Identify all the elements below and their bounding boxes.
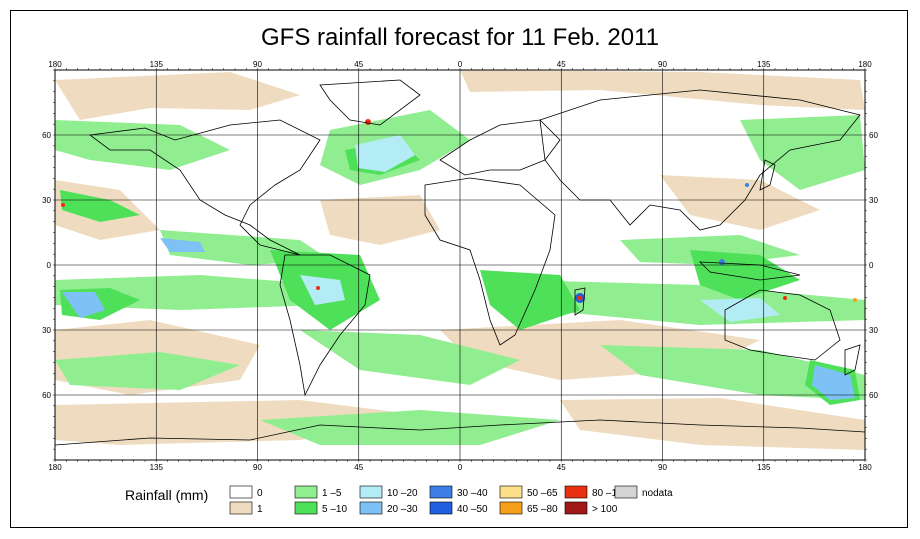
legend-label: 1 bbox=[257, 504, 263, 515]
south-america-coast bbox=[279, 254, 371, 397]
legend-swatch bbox=[614, 485, 638, 499]
legend-label: 40 –50 bbox=[457, 504, 488, 515]
legend-title: Rainfall (mm) bbox=[125, 487, 208, 503]
legend-label: nodata bbox=[642, 488, 673, 499]
legend-swatch bbox=[229, 485, 253, 499]
top-lon-tick-label: 135 bbox=[757, 60, 771, 69]
top-lon-tick-label: 180 bbox=[858, 60, 872, 69]
indonesia-coast bbox=[698, 261, 801, 281]
europe-coast bbox=[439, 119, 561, 176]
legend-label: 0 bbox=[257, 488, 263, 499]
legend-swatch bbox=[429, 485, 453, 499]
top-lon-tick-label: 90 bbox=[658, 60, 667, 69]
legend-swatch bbox=[359, 485, 383, 499]
left-lat-tick-label: 60 bbox=[42, 391, 51, 400]
australia-coast bbox=[724, 289, 841, 361]
top-lon-tick-label: 90 bbox=[253, 60, 262, 69]
legend-swatch bbox=[429, 501, 453, 515]
top-lon-tick-label: 0 bbox=[458, 60, 463, 69]
top-tick-labels: 180 135 90 45 0 45 90 135 180 bbox=[48, 60, 872, 69]
north-america-coast bbox=[88, 119, 321, 256]
bottom-lon-tick-label: 180 bbox=[48, 463, 62, 472]
legend-swatch bbox=[359, 501, 383, 515]
rainfall-layer-heavy bbox=[61, 119, 857, 303]
legend-label: 65 –80 bbox=[527, 504, 558, 515]
japan-coast bbox=[759, 159, 776, 191]
top-lon-tick-label: 45 bbox=[557, 60, 566, 69]
map-title: GFS rainfall forecast for 11 Feb. 2011 bbox=[261, 24, 659, 51]
legend-swatch bbox=[499, 485, 523, 499]
bottom-lon-tick-label: 90 bbox=[658, 463, 667, 472]
top-lon-tick-label: 180 bbox=[48, 60, 62, 69]
legend-label: 5 –10 bbox=[322, 504, 347, 515]
right-lat-tick-label: 0 bbox=[869, 261, 874, 270]
legend-swatch bbox=[499, 501, 523, 515]
bottom-lon-tick-label: 90 bbox=[253, 463, 262, 472]
bottom-lon-tick-label: 135 bbox=[150, 463, 164, 472]
legend-label: 20 –30 bbox=[387, 504, 418, 515]
rainfall-layer-1-5mm bbox=[55, 110, 865, 445]
right-lat-tick-label: 30 bbox=[869, 326, 878, 335]
right-lat-tick-label: 30 bbox=[869, 196, 878, 205]
left-lat-tick-label: 60 bbox=[42, 131, 51, 140]
legend-label: 50 –65 bbox=[527, 488, 558, 499]
legend: Rainfall (mm) 0 1 1 –5 5 –10 10 –20 20 –30 30 … bbox=[125, 485, 673, 515]
africa-coast bbox=[424, 177, 556, 346]
graticule bbox=[55, 70, 865, 460]
legend-swatch bbox=[294, 501, 318, 515]
legend-label: > 100 bbox=[592, 504, 618, 515]
legend-swatch bbox=[564, 501, 588, 515]
top-lon-tick-label: 45 bbox=[354, 60, 363, 69]
left-lat-tick-label: 0 bbox=[47, 261, 52, 270]
bottom-lon-tick-label: 45 bbox=[354, 463, 363, 472]
top-lon-tick-label: 135 bbox=[150, 60, 164, 69]
rainfall-layer-10-30mm bbox=[62, 135, 855, 400]
madagascar-coast bbox=[574, 287, 586, 316]
bottom-lon-tick-label: 45 bbox=[557, 463, 566, 472]
legend-swatch bbox=[564, 485, 588, 499]
tick-marks bbox=[53, 68, 867, 462]
legend-label: 10 –20 bbox=[387, 488, 418, 499]
legend-swatch bbox=[294, 485, 318, 499]
legend-swatch bbox=[229, 501, 253, 515]
left-tick-labels: 60 30 0 30 60 bbox=[42, 131, 51, 400]
right-tick-labels: 60 30 0 30 60 bbox=[869, 131, 878, 400]
right-lat-tick-label: 60 bbox=[869, 391, 878, 400]
bottom-lon-tick-label: 135 bbox=[757, 463, 771, 472]
figure-frame bbox=[10, 10, 908, 528]
bottom-lon-tick-label: 0 bbox=[458, 463, 463, 472]
right-lat-tick-label: 60 bbox=[869, 131, 878, 140]
legend-label: 30 –40 bbox=[457, 488, 488, 499]
left-lat-tick-label: 30 bbox=[42, 196, 51, 205]
bottom-tick-labels: 180 135 90 45 0 45 90 135 180 bbox=[48, 463, 872, 472]
map-area bbox=[55, 70, 865, 460]
legend-label: 80 –100 bbox=[592, 488, 629, 499]
greenland-coast bbox=[319, 79, 421, 126]
left-lat-tick-label: 30 bbox=[42, 326, 51, 335]
bottom-lon-tick-label: 180 bbox=[858, 463, 872, 472]
legend-label: 1 –5 bbox=[322, 488, 342, 499]
new-zealand-coast bbox=[844, 344, 861, 376]
